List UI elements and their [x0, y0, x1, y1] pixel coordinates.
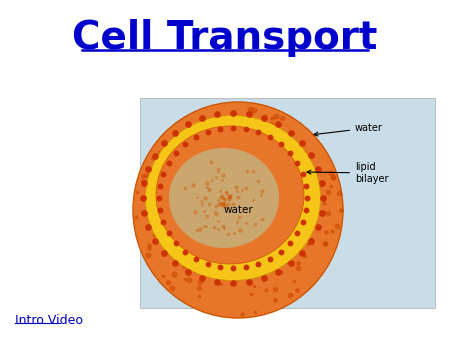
Text: Cell Transport: Cell Transport [72, 19, 378, 57]
Ellipse shape [156, 126, 304, 264]
Ellipse shape [145, 116, 320, 281]
Text: water: water [314, 123, 383, 136]
Text: water: water [223, 205, 253, 215]
FancyBboxPatch shape [140, 98, 435, 308]
Ellipse shape [169, 148, 279, 248]
Text: Intro Video: Intro Video [15, 314, 83, 327]
Text: lipid
bilayer: lipid bilayer [307, 162, 388, 184]
Ellipse shape [133, 102, 343, 318]
